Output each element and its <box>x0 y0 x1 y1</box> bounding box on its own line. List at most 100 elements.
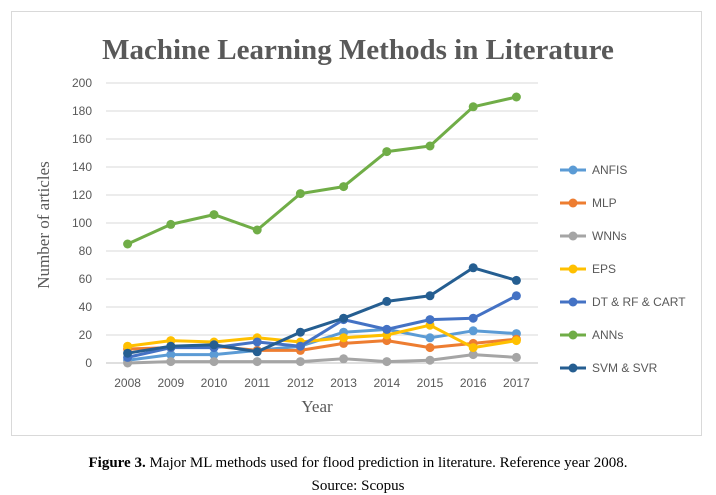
data-point <box>468 343 478 353</box>
x-tick-label: 2017 <box>503 376 530 390</box>
data-point <box>295 357 305 367</box>
data-point <box>339 313 349 323</box>
data-point <box>468 313 478 323</box>
series-anns <box>123 92 521 249</box>
legend-label: EPS <box>592 262 616 276</box>
y-tick-label: 120 <box>72 188 92 202</box>
data-point <box>468 326 478 336</box>
legend-swatch-marker <box>568 198 578 208</box>
legend-label: WNNs <box>592 229 627 243</box>
y-tick-label: 40 <box>79 300 93 314</box>
data-point <box>209 340 219 350</box>
y-tick-label: 140 <box>72 160 92 174</box>
series-svm-svr <box>123 263 521 358</box>
y-axis-title: Number of articles <box>34 161 53 288</box>
y-tick-label: 0 <box>85 356 92 370</box>
data-point <box>511 352 521 362</box>
legend-swatch-marker <box>568 363 578 373</box>
data-point <box>209 350 219 360</box>
series-line <box>126 266 518 355</box>
data-point <box>468 350 478 360</box>
data-point <box>425 333 435 343</box>
legend-label: SVM & SVR <box>592 361 658 375</box>
data-point <box>295 189 305 199</box>
data-point <box>382 357 392 367</box>
legend-item: EPS <box>560 262 616 276</box>
data-point <box>166 357 176 367</box>
line-chart: Machine Learning Methods in Literature 0… <box>34 34 686 416</box>
y-tick-label: 160 <box>72 132 92 146</box>
data-point <box>209 210 219 220</box>
data-point <box>468 102 478 112</box>
figure-caption: Figure 3. Major ML methods used for floo… <box>0 455 716 472</box>
data-point <box>511 291 521 301</box>
data-point <box>425 343 435 353</box>
legend-item: ANFIS <box>560 163 627 177</box>
legend-label: ANNs <box>592 328 623 342</box>
legend-swatch-marker <box>568 231 578 241</box>
series-lines <box>123 92 521 368</box>
x-tick-label: 2016 <box>460 376 487 390</box>
data-point <box>511 275 521 285</box>
data-point <box>123 348 133 358</box>
legend-item: SVM & SVR <box>560 361 658 375</box>
legend-swatch-marker <box>568 165 578 175</box>
data-point <box>382 296 392 306</box>
x-axis-ticks: 2008 2009 2010 2011 2012 2013 2014 2015 2016 2017 <box>114 376 530 390</box>
series-line <box>126 95 518 246</box>
legend-item: MLP <box>560 196 617 210</box>
legend-swatch-marker <box>568 297 578 307</box>
x-tick-label: 2015 <box>417 376 444 390</box>
series-line <box>126 323 518 350</box>
data-point <box>339 354 349 364</box>
data-point <box>166 219 176 229</box>
data-point <box>425 315 435 325</box>
x-tick-label: 2013 <box>330 376 357 390</box>
x-tick-label: 2008 <box>114 376 141 390</box>
y-tick-label: 200 <box>72 76 92 90</box>
data-point <box>425 141 435 151</box>
legend-label: DT & RF & CART <box>592 295 686 309</box>
data-point <box>511 92 521 102</box>
x-tick-label: 2009 <box>157 376 184 390</box>
data-point <box>166 341 176 351</box>
data-point <box>252 225 262 235</box>
y-tick-label: 100 <box>72 216 92 230</box>
figure-label: Figure 3. <box>88 455 146 471</box>
series-wnns <box>123 350 521 368</box>
chart-frame: Machine Learning Methods in Literature 0… <box>11 11 702 436</box>
figure-source: Source: Scopus <box>311 478 405 494</box>
data-point <box>468 263 478 273</box>
data-point <box>252 337 262 347</box>
x-tick-label: 2010 <box>201 376 228 390</box>
data-point <box>166 350 176 360</box>
y-axis-ticks: 0 20 40 60 80 100 120 140 160 180 200 <box>72 76 92 370</box>
data-point <box>382 147 392 157</box>
data-point <box>382 324 392 334</box>
y-tick-label: 20 <box>79 328 93 342</box>
legend-swatch-marker <box>568 330 578 340</box>
data-point <box>252 347 262 357</box>
legend-item: ANNs <box>560 328 623 342</box>
legend-label: MLP <box>592 196 617 210</box>
x-axis-title: Year <box>301 397 333 416</box>
data-point <box>339 333 349 343</box>
data-point <box>123 239 133 249</box>
legend: ANFIS MLP WNNs EPS DT & RF & CART ANNs SVM & S… <box>560 163 686 375</box>
y-tick-label: 180 <box>72 104 92 118</box>
figure-caption-text: Major ML methods used for flood predicti… <box>145 455 628 471</box>
data-point <box>295 327 305 337</box>
legend-label: ANFIS <box>592 163 627 177</box>
legend-item: DT & RF & CART <box>560 295 686 309</box>
chart-title: Machine Learning Methods in Literature <box>102 34 614 66</box>
data-point <box>123 341 133 351</box>
data-point <box>425 355 435 365</box>
y-tick-label: 80 <box>79 244 93 258</box>
data-point <box>339 182 349 192</box>
legend-item: WNNs <box>560 229 627 243</box>
data-point <box>209 357 219 367</box>
series-line <box>126 294 518 359</box>
data-point <box>295 341 305 351</box>
series-line <box>126 353 518 365</box>
data-point <box>425 291 435 301</box>
